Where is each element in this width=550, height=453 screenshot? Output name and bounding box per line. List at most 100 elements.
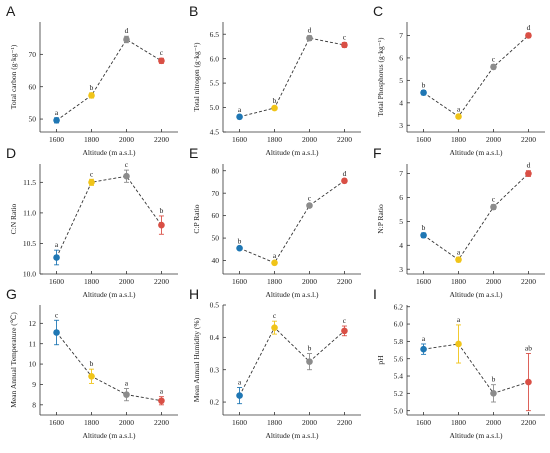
significance-label: a [55,240,59,249]
panel-letter: E [189,145,198,161]
x-tick-label: 2000 [486,277,501,286]
trend-line [423,173,529,261]
panel-letter: I [373,286,377,302]
x-tick-label: 1600 [416,277,431,286]
significance-label: c [125,160,129,169]
x-tick-label: 1800 [451,135,466,144]
panel-c: C 3 4 5 6 7 1600 1800 2000 2200 Altitude (m a.s.l.… [373,3,545,157]
x-tick-label: 1600 [232,135,247,144]
data-point [88,92,95,99]
y-tick-label: 11 [29,339,36,348]
data-point [306,202,313,209]
data-point [88,179,95,186]
x-tick-label: 1800 [451,277,466,286]
panel-a: A 50 60 70 1600 1800 2000 2200 Altitude (m a.s.l… [6,3,178,157]
data-point [158,221,165,229]
x-axis-title: Altitude (m a.s.l.) [265,148,319,157]
y-tick-label: 0.2 [210,398,220,407]
significance-label: a [457,105,461,114]
y-tick-label: 5.0 [394,406,404,415]
significance-label: c [492,195,496,204]
y-tick-label: 50 [212,234,220,243]
significance-label: c [273,311,277,320]
data-point [123,172,130,180]
significance-label: b [422,80,426,89]
significance-label: a [125,379,129,388]
y-tick-label: 3 [399,265,403,274]
panel-letter: C [373,3,383,19]
x-tick-label: 2200 [154,418,169,427]
y-tick-label: 9 [32,380,36,389]
x-tick-label: 2200 [337,135,352,144]
y-tick-label: 6 [399,193,403,202]
data-point [88,372,95,380]
y-tick-label: 5 [399,217,403,226]
data-point [455,340,462,348]
panel-i: I 5.0 5.2 5.4 5.6 5.8 6.0 6.2 1600 1800 2000 2200 Al… [373,286,545,440]
significance-label: b [238,236,242,245]
x-tick-label: 2200 [154,277,169,286]
y-tick-label: 8 [32,400,36,409]
x-tick-label: 1800 [451,418,466,427]
data-point [158,397,165,405]
significance-label: b [422,223,426,232]
y-tick-label: 11.0 [23,208,36,217]
y-tick-label: 60 [29,82,37,91]
y-tick-label: 6 [399,54,403,63]
y-tick-label: 0.3 [210,365,220,374]
x-axis-title: Altitude (m a.s.l.) [265,431,319,440]
y-tick-label: 4 [399,98,403,107]
significance-label: a [273,251,277,260]
y-tick-label: 4 [399,241,403,250]
significance-label: c [343,33,347,42]
panel-e: E 40 50 60 70 80 1600 1800 2000 2200 Altitude (m a… [189,145,361,299]
y-axis-title: pH [376,355,385,365]
data-point [420,89,427,97]
significance-label: a [457,247,461,256]
y-tick-label: 5.5 [210,79,220,88]
y-tick-label: 80 [212,166,220,175]
data-point [123,391,130,398]
y-tick-label: 5 [399,76,403,85]
y-tick-label: 5.2 [394,389,404,398]
y-tick-label: 5.8 [394,337,404,346]
y-tick-label: 0.5 [210,301,220,310]
data-point [306,34,313,42]
y-tick-label: 6.5 [210,30,220,39]
x-axis-title: Altitude (m a.s.l.) [82,431,136,440]
data-point [490,390,497,397]
trend-line [423,343,529,394]
x-tick-label: 1600 [232,277,247,286]
data-point [341,327,348,335]
y-axis-title: C:P Ratio [192,204,201,233]
y-tick-label: 10.5 [23,239,36,248]
data-point [341,177,348,185]
data-point [420,231,427,239]
y-tick-label: 10 [29,360,37,369]
significance-label: b [308,344,312,353]
y-tick-label: 50 [29,115,37,124]
y-axis-title: Total carbon (g·kg⁻¹) [9,44,18,109]
y-tick-label: 7 [399,169,403,178]
y-axis-title: Total nitrogen (g·kg⁻¹) [192,42,201,112]
y-tick-label: 3 [399,121,403,130]
data-point [53,254,60,261]
data-point [341,41,348,49]
x-tick-label: 2000 [486,135,501,144]
panel-letter: H [189,286,199,302]
x-tick-label: 2000 [486,418,501,427]
significance-label: a [55,108,59,117]
y-tick-label: 11.5 [23,178,36,187]
data-point [525,378,532,386]
x-tick-label: 2200 [521,135,536,144]
x-axis-title: Altitude (m a.s.l.) [265,290,319,299]
x-tick-label: 2200 [521,418,536,427]
y-axis-title: N:P Ratio [376,204,385,234]
data-point [236,244,243,252]
y-tick-label: 5.0 [210,103,220,112]
data-point [490,63,497,71]
data-point [525,170,532,177]
significance-label: d [125,26,129,35]
x-tick-label: 1600 [49,277,64,286]
y-axis-title: Total Phosphorus (g·kg⁻¹) [376,37,385,117]
